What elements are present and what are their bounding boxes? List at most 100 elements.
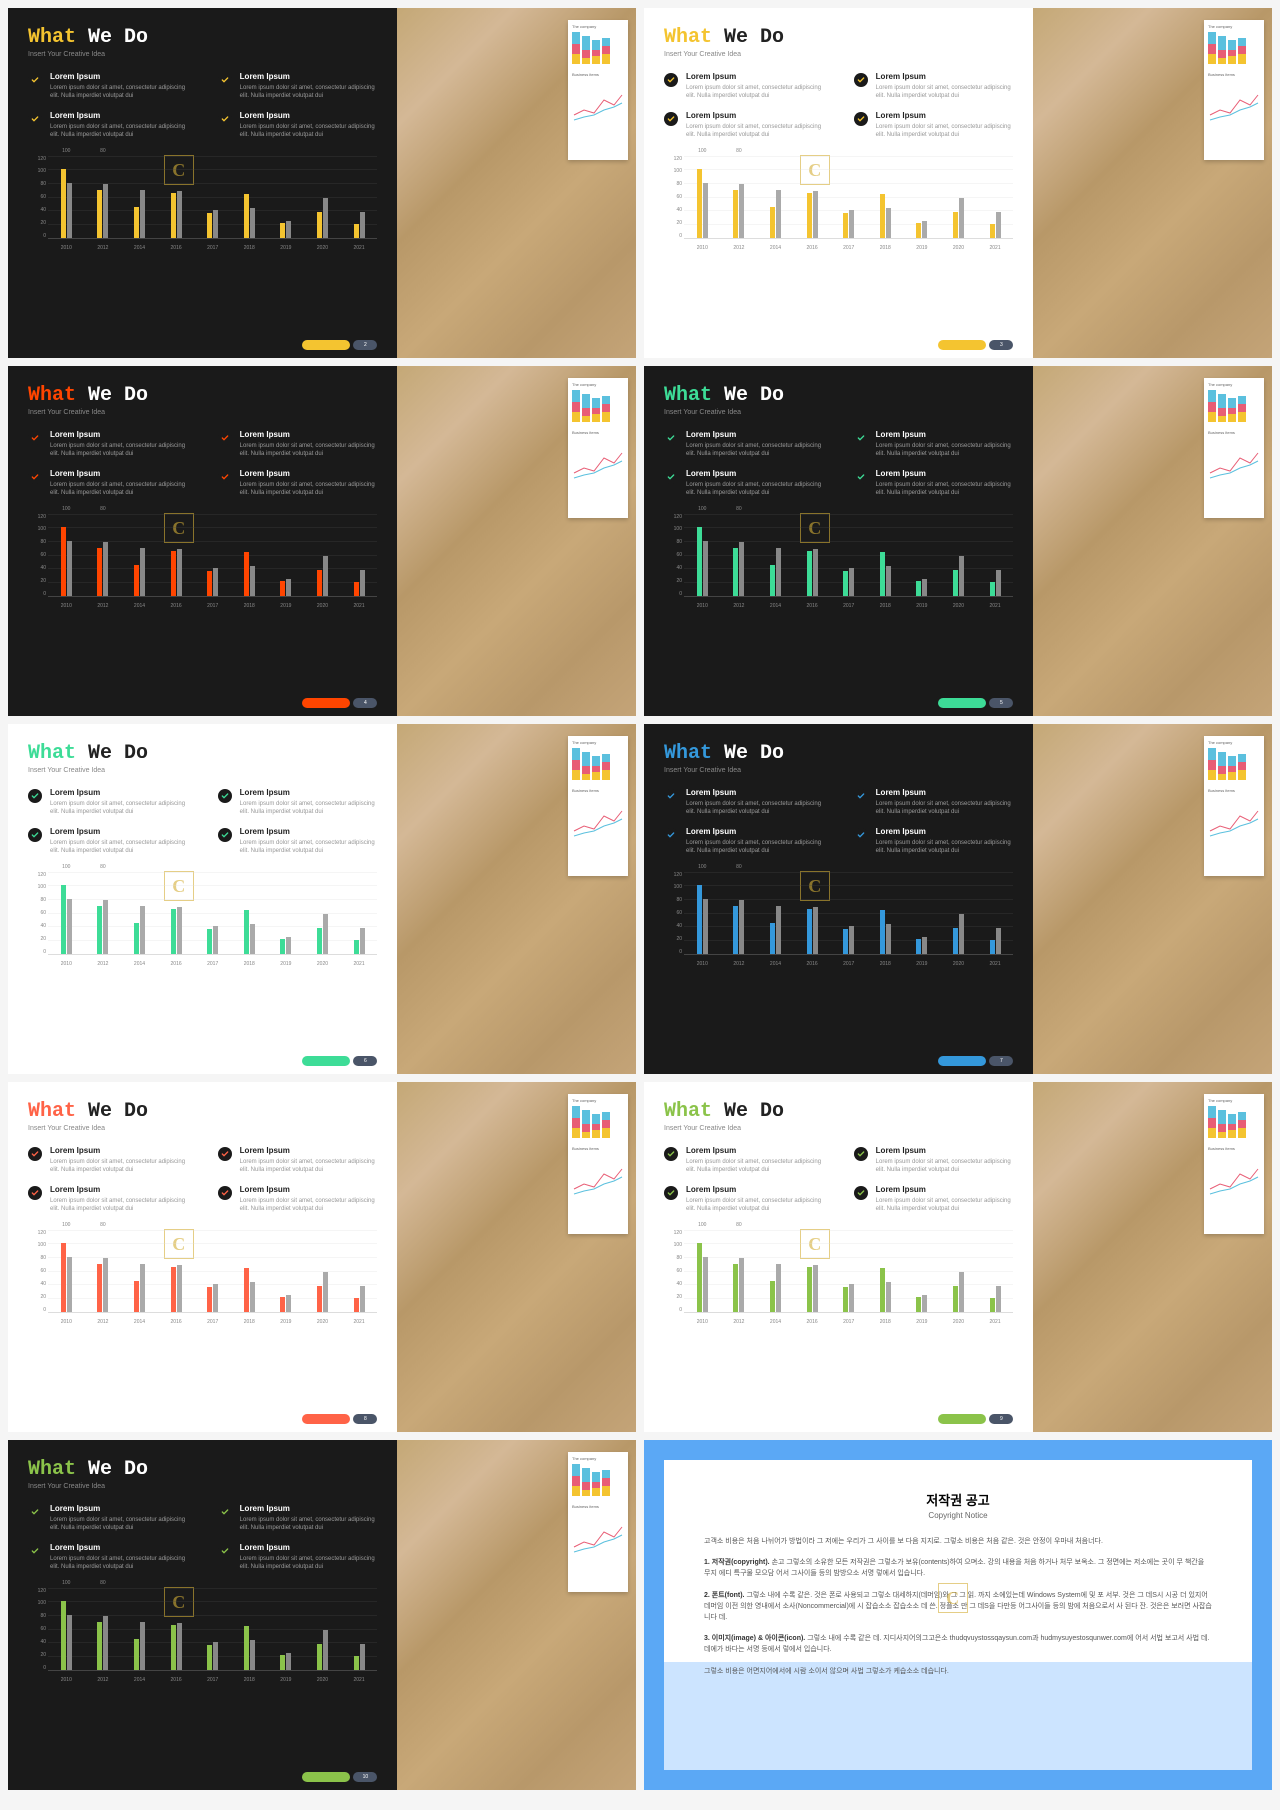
bar-value-label: 100 [62,148,70,154]
slide-subtitle: Insert Your Creative Idea [664,767,1013,774]
item-body: Lorem ipsum dolor sit amet, consectetur … [50,123,188,140]
plot-area: 10080 [684,156,1013,239]
bar-group [867,514,904,596]
feature-item: Lorem Ipsum Lorem ipsum dolor sit amet, … [854,1185,1014,1214]
slide-subtitle: Insert Your Creative Idea [28,767,377,774]
background-photo: The company Business items [1033,724,1272,1074]
y-axis-label: 40 [664,565,682,571]
bar-primary [207,1287,212,1312]
bar-group [757,514,794,596]
check-icon [218,112,232,126]
bar-secondary [739,542,744,595]
bar-secondary [103,542,108,595]
y-axis-label: 40 [28,923,46,929]
y-axis-label: 120 [28,1588,46,1594]
check-icon [854,470,868,484]
x-axis-label: 2018 [867,961,904,967]
slide-title: What We Do [664,384,1013,407]
background-photo: The company Business items [1033,366,1272,716]
bar-secondary [739,184,744,237]
item-heading: Lorem Ipsum [686,430,824,439]
x-axis-label: 2016 [794,245,831,251]
bar-group [794,156,831,238]
title-accent: What [28,26,76,49]
x-axis-label: 2018 [867,603,904,609]
item-body: Lorem ipsum dolor sit amet, consectetur … [876,800,1014,817]
bar-group [194,1588,231,1670]
pager-pill [938,698,986,708]
bar-group [304,514,341,596]
bar-primary [244,1268,249,1312]
pager-pill [938,1056,986,1066]
y-axis-label: 60 [664,1268,682,1274]
slide-title: What We Do [664,26,1013,49]
bar-primary [733,1264,738,1312]
y-axis-label: 80 [664,1255,682,1261]
bar-secondary [959,198,964,238]
x-axis-label: 2012 [721,1319,758,1325]
item-body: Lorem ipsum dolor sit amet, consectetur … [240,800,378,817]
y-axis-label: 80 [664,539,682,545]
y-axis-label: 80 [28,539,46,545]
pager: 10 [302,1772,377,1782]
bar-secondary [813,191,818,237]
bar-primary [171,193,176,237]
y-axis-label: 40 [664,1281,682,1287]
bar-primary [880,194,885,238]
item-body: Lorem ipsum dolor sit amet, consectetur … [50,1516,188,1533]
background-photo: The company Business items [397,8,636,358]
x-axis-label: 2021 [341,961,378,967]
item-body: Lorem ipsum dolor sit amet, consectetur … [50,1555,188,1572]
item-heading: Lorem Ipsum [50,788,188,797]
paper-label: The company [572,24,624,29]
bar-group [977,1230,1014,1312]
bar-chart: 120100806040200 10080 201020122014201620… [28,514,377,609]
x-axis-label: 2012 [85,603,122,609]
x-axis-label: 2010 [48,1677,85,1683]
bar-chart: 120100806040200 10080 201020122014201620… [664,872,1013,967]
bar-group: 80 [721,872,758,954]
bar-primary [97,906,102,954]
bar-primary [733,548,738,596]
slide: What We Do Insert Your Creative Idea Lor… [8,1440,636,1790]
x-axis-label: 2017 [194,1319,231,1325]
bar-secondary [886,208,891,238]
paper-label: Business items [1208,1146,1260,1151]
y-axis-label: 100 [664,168,682,174]
paper-label: The company [572,382,624,387]
side-paper: The company Business items [1204,736,1264,876]
bar-secondary [250,566,255,596]
bar-secondary [250,208,255,238]
y-axis-label: 40 [664,923,682,929]
mini-bar-chart [572,390,624,422]
bar-primary [317,1286,322,1312]
bar-group [757,1230,794,1312]
feature-item: Lorem Ipsum Lorem ipsum dolor sit amet, … [854,111,1014,140]
y-axis-label: 20 [664,578,682,584]
check-icon [854,112,868,126]
check-icon [218,431,232,445]
x-axis-label: 2012 [85,1677,122,1683]
mini-line-chart [572,1517,624,1557]
item-heading: Lorem Ipsum [686,72,824,81]
bar-group [121,1588,158,1670]
slide: What We Do Insert Your Creative Idea Lor… [8,8,636,358]
x-axis-label: 2010 [48,245,85,251]
bar-secondary [103,900,108,953]
bar-group: 80 [721,156,758,238]
y-axis-label: 80 [28,181,46,187]
feature-item: Lorem Ipsum Lorem ipsum dolor sit amet, … [218,1185,378,1214]
item-body: Lorem ipsum dolor sit amet, consectetur … [686,800,824,817]
plot-area: 10080 [684,514,1013,597]
bar-secondary [286,1653,291,1669]
bar-secondary [959,556,964,596]
x-axis-label: 2017 [830,961,867,967]
title-rest: We Do [76,1100,148,1123]
bar-value-label: 100 [62,864,70,870]
bar-secondary [739,1258,744,1311]
x-axis-label: 2018 [231,245,268,251]
bar-secondary [67,1257,72,1312]
bar-group [904,514,941,596]
bar-secondary [286,1295,291,1311]
side-paper: The company Business items [568,378,628,518]
